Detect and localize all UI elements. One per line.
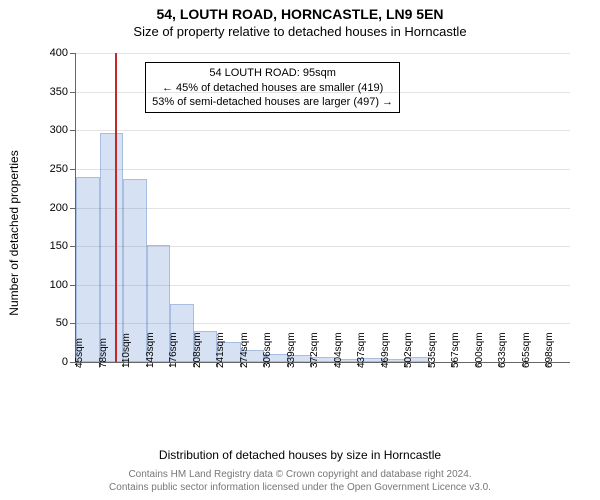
annotation-line-2: ← 45% of detached houses are smaller (41… <box>152 81 393 95</box>
histogram-bar <box>76 177 100 362</box>
x-tick-label: 698sqm <box>544 332 555 368</box>
footer-line-1: Contains HM Land Registry data © Crown c… <box>0 468 600 481</box>
histogram-bar <box>100 133 124 362</box>
gridline <box>76 92 570 93</box>
x-tick-label: 665sqm <box>521 332 532 368</box>
y-tick-label: 350 <box>50 86 76 98</box>
y-tick-label: 100 <box>50 279 76 291</box>
x-tick-label: 110sqm <box>121 333 132 368</box>
annotation-line-3: 53% of semi-detached houses are larger (… <box>152 95 393 109</box>
footer-attribution: Contains HM Land Registry data © Crown c… <box>0 468 600 494</box>
x-tick-label: 469sqm <box>380 332 391 368</box>
gridline <box>76 246 570 247</box>
x-tick-label: 600sqm <box>474 332 485 368</box>
plot-area: 54 LOUTH ROAD: 95sqm ← 45% of detached h… <box>75 53 570 363</box>
gridline <box>76 130 570 131</box>
x-tick-label: 339sqm <box>286 332 297 368</box>
x-tick-label: 567sqm <box>450 332 461 368</box>
gridline <box>76 208 570 209</box>
gridline <box>76 169 570 170</box>
y-axis-label: Number of detached properties <box>7 150 21 315</box>
x-tick-label: 274sqm <box>239 332 250 368</box>
x-tick-label: 404sqm <box>333 332 344 368</box>
x-tick-label: 306sqm <box>262 332 273 368</box>
footer-line-2: Contains public sector information licen… <box>0 481 600 494</box>
gridline <box>76 285 570 286</box>
x-tick-label: 78sqm <box>98 338 109 368</box>
x-tick-label: 176sqm <box>168 332 179 368</box>
annotation-box: 54 LOUTH ROAD: 95sqm ← 45% of detached h… <box>145 62 400 113</box>
y-tick-label: 200 <box>50 202 76 214</box>
gridline <box>76 53 570 54</box>
x-tick-label: 502sqm <box>403 332 414 368</box>
y-tick-label: 50 <box>56 317 76 329</box>
y-tick-label: 400 <box>50 47 76 59</box>
page-title: 54, LOUTH ROAD, HORNCASTLE, LN9 5EN <box>0 0 600 22</box>
x-axis-label: Distribution of detached houses by size … <box>0 448 600 462</box>
gridline <box>76 323 570 324</box>
x-tick-label: 437sqm <box>356 332 367 368</box>
x-tick-label: 241sqm <box>215 332 226 368</box>
y-tick-label: 300 <box>50 124 76 136</box>
x-tick-label: 372sqm <box>309 332 320 368</box>
histogram-chart: Number of detached properties 54 LOUTH R… <box>20 43 580 423</box>
x-tick-label: 535sqm <box>427 332 438 368</box>
annotation-line-1: 54 LOUTH ROAD: 95sqm <box>152 66 393 80</box>
x-tick-label: 208sqm <box>192 332 203 368</box>
y-tick-label: 250 <box>50 163 76 175</box>
page-subtitle: Size of property relative to detached ho… <box>0 22 600 43</box>
x-tick-label: 143sqm <box>145 332 156 368</box>
y-tick-label: 150 <box>50 240 76 252</box>
x-tick-label: 45sqm <box>74 338 85 368</box>
x-tick-label: 633sqm <box>497 332 508 368</box>
